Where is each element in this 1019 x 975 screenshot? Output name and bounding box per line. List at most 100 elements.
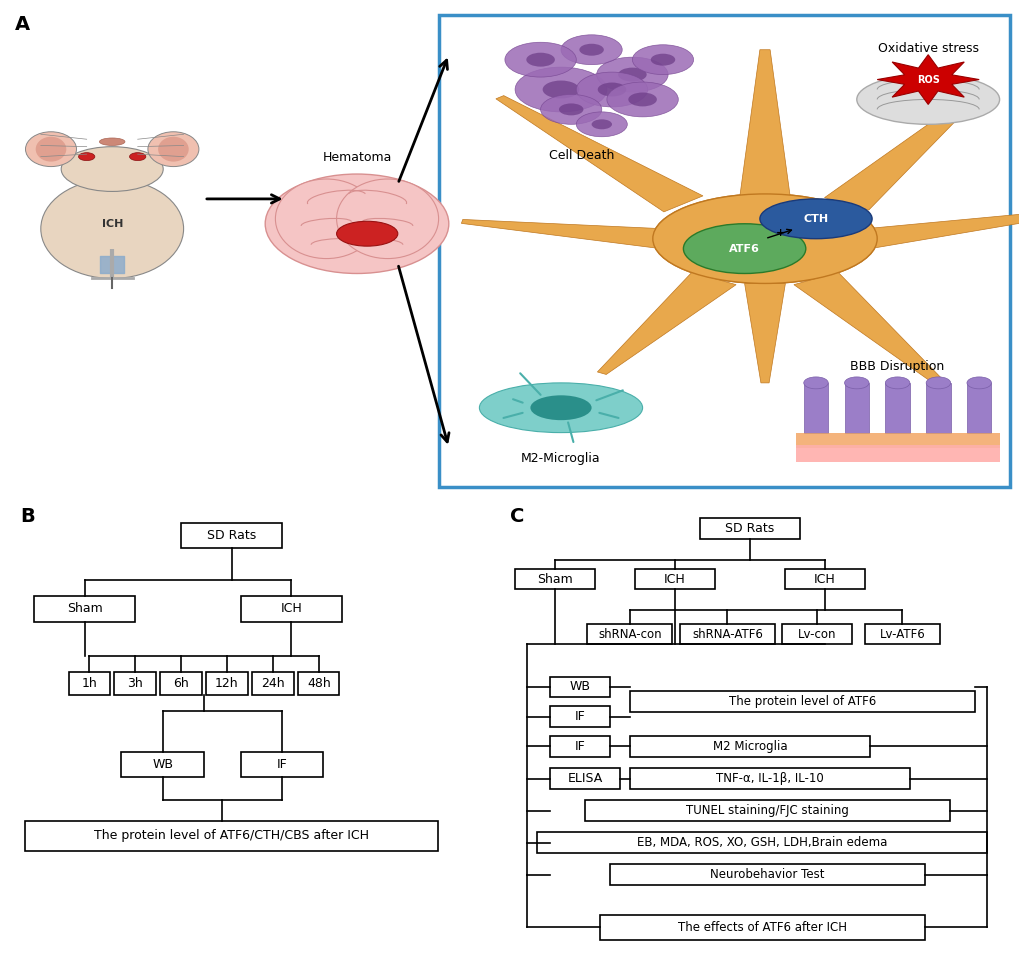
- Circle shape: [78, 153, 95, 161]
- Circle shape: [632, 45, 693, 75]
- Ellipse shape: [856, 75, 999, 124]
- Ellipse shape: [275, 179, 377, 258]
- Ellipse shape: [25, 132, 76, 167]
- FancyBboxPatch shape: [549, 736, 609, 757]
- Ellipse shape: [336, 221, 397, 246]
- Text: ICH: ICH: [280, 603, 302, 615]
- Ellipse shape: [41, 179, 183, 279]
- Text: TNF-α, IL-1β, IL-10: TNF-α, IL-1β, IL-10: [715, 772, 823, 785]
- FancyBboxPatch shape: [795, 433, 999, 448]
- Circle shape: [618, 67, 646, 82]
- Text: +: +: [774, 228, 785, 238]
- Text: EB, MDA, ROS, XO, GSH, LDH,Brain edema: EB, MDA, ROS, XO, GSH, LDH,Brain edema: [637, 837, 887, 849]
- Circle shape: [966, 377, 990, 389]
- Circle shape: [844, 377, 868, 389]
- Text: M2-Microglia: M2-Microglia: [521, 452, 600, 465]
- Text: WB: WB: [569, 681, 590, 693]
- FancyBboxPatch shape: [925, 383, 950, 433]
- Text: A: A: [15, 15, 31, 34]
- Text: Lv-con: Lv-con: [797, 628, 836, 641]
- FancyBboxPatch shape: [587, 624, 672, 644]
- Circle shape: [597, 83, 626, 97]
- Ellipse shape: [158, 136, 189, 162]
- Circle shape: [628, 93, 656, 106]
- Ellipse shape: [759, 199, 871, 239]
- Circle shape: [803, 377, 827, 389]
- Text: shRNA-ATF6: shRNA-ATF6: [691, 628, 762, 641]
- Text: C: C: [510, 507, 524, 526]
- Text: Sham: Sham: [66, 603, 103, 615]
- FancyBboxPatch shape: [630, 768, 909, 789]
- Circle shape: [606, 82, 678, 117]
- Circle shape: [129, 153, 146, 161]
- Circle shape: [526, 53, 554, 66]
- FancyBboxPatch shape: [114, 672, 156, 695]
- Polygon shape: [739, 50, 790, 199]
- FancyBboxPatch shape: [35, 597, 136, 622]
- Circle shape: [504, 42, 576, 77]
- Ellipse shape: [683, 223, 805, 273]
- Polygon shape: [597, 272, 736, 374]
- Circle shape: [560, 35, 622, 64]
- FancyBboxPatch shape: [795, 433, 999, 462]
- Circle shape: [591, 119, 611, 130]
- FancyBboxPatch shape: [844, 383, 868, 433]
- FancyBboxPatch shape: [240, 752, 323, 777]
- Ellipse shape: [652, 194, 876, 284]
- Polygon shape: [876, 55, 978, 104]
- FancyBboxPatch shape: [609, 865, 924, 885]
- Text: BBB Disruption: BBB Disruption: [850, 360, 944, 372]
- FancyBboxPatch shape: [599, 915, 924, 940]
- Circle shape: [579, 44, 603, 56]
- Text: 1h: 1h: [82, 677, 97, 690]
- FancyBboxPatch shape: [803, 383, 827, 433]
- Text: The protein level of ATF6: The protein level of ATF6: [728, 695, 875, 708]
- Text: 24h: 24h: [261, 677, 284, 690]
- FancyBboxPatch shape: [585, 800, 949, 821]
- Circle shape: [540, 95, 601, 124]
- Circle shape: [576, 112, 627, 136]
- Polygon shape: [823, 95, 977, 210]
- Text: Oxidative stress: Oxidative stress: [876, 42, 978, 55]
- FancyBboxPatch shape: [549, 677, 609, 697]
- Text: ICH: ICH: [102, 218, 122, 229]
- Ellipse shape: [479, 383, 642, 433]
- FancyBboxPatch shape: [549, 706, 609, 727]
- FancyBboxPatch shape: [785, 568, 864, 590]
- FancyBboxPatch shape: [68, 672, 110, 695]
- FancyBboxPatch shape: [630, 691, 974, 712]
- Ellipse shape: [100, 138, 125, 145]
- Text: Lv-ATF6: Lv-ATF6: [878, 628, 924, 641]
- Text: 6h: 6h: [173, 677, 189, 690]
- FancyBboxPatch shape: [160, 672, 202, 695]
- FancyBboxPatch shape: [240, 597, 341, 622]
- FancyBboxPatch shape: [515, 568, 594, 590]
- FancyBboxPatch shape: [782, 624, 852, 644]
- FancyBboxPatch shape: [121, 752, 204, 777]
- Polygon shape: [495, 96, 702, 212]
- Text: ICH: ICH: [813, 572, 835, 586]
- FancyBboxPatch shape: [864, 624, 938, 644]
- Circle shape: [542, 81, 579, 98]
- Ellipse shape: [265, 174, 448, 274]
- FancyBboxPatch shape: [252, 672, 293, 695]
- Text: ATF6: ATF6: [729, 244, 759, 254]
- Text: Cell Death: Cell Death: [548, 149, 613, 162]
- Circle shape: [650, 54, 675, 65]
- FancyBboxPatch shape: [630, 736, 869, 757]
- FancyBboxPatch shape: [884, 383, 909, 433]
- Circle shape: [515, 67, 606, 112]
- Circle shape: [596, 58, 667, 92]
- Text: SD Rats: SD Rats: [725, 523, 773, 535]
- FancyBboxPatch shape: [634, 568, 714, 590]
- Circle shape: [558, 103, 583, 115]
- Text: Neurobehavior Test: Neurobehavior Test: [709, 869, 823, 881]
- Circle shape: [884, 377, 909, 389]
- Text: M2 Microglia: M2 Microglia: [712, 740, 787, 753]
- Ellipse shape: [336, 179, 438, 258]
- Circle shape: [925, 377, 950, 389]
- Text: 3h: 3h: [127, 677, 143, 690]
- Text: ELISA: ELISA: [567, 772, 602, 785]
- FancyBboxPatch shape: [298, 672, 339, 695]
- Text: ROS: ROS: [916, 74, 938, 85]
